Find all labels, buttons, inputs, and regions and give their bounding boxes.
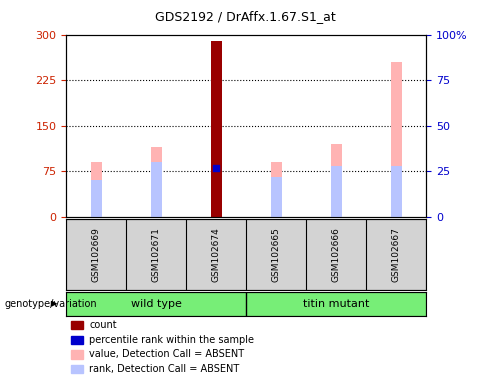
Bar	[211, 166, 221, 217]
Text: GSM102669: GSM102669	[92, 227, 100, 282]
Text: wild type: wild type	[131, 299, 182, 309]
Bar	[391, 62, 402, 217]
Text: value, Detection Call = ABSENT: value, Detection Call = ABSENT	[89, 349, 245, 359]
Text: GSM102667: GSM102667	[392, 227, 401, 282]
Text: GDS2192 / DrAffx.1.67.S1_at: GDS2192 / DrAffx.1.67.S1_at	[155, 10, 335, 23]
Bar	[271, 162, 282, 217]
Text: titin mutant: titin mutant	[303, 299, 369, 309]
Bar	[391, 166, 402, 217]
Text: percentile rank within the sample: percentile rank within the sample	[89, 335, 254, 345]
Bar	[211, 162, 221, 217]
Text: GSM102674: GSM102674	[212, 227, 220, 282]
Text: count: count	[89, 320, 117, 330]
Point	[212, 165, 220, 171]
Text: genotype/variation: genotype/variation	[5, 299, 98, 309]
Bar	[331, 144, 342, 217]
Bar	[331, 166, 342, 217]
Text: GSM102666: GSM102666	[332, 227, 341, 282]
Text: rank, Detection Call = ABSENT: rank, Detection Call = ABSENT	[89, 364, 240, 374]
Bar	[91, 162, 101, 217]
Bar	[151, 162, 162, 217]
Bar	[91, 180, 101, 217]
Bar	[211, 41, 221, 217]
Text: GSM102671: GSM102671	[152, 227, 161, 282]
Text: GSM102665: GSM102665	[272, 227, 281, 282]
Bar	[271, 177, 282, 217]
Bar	[151, 147, 162, 217]
